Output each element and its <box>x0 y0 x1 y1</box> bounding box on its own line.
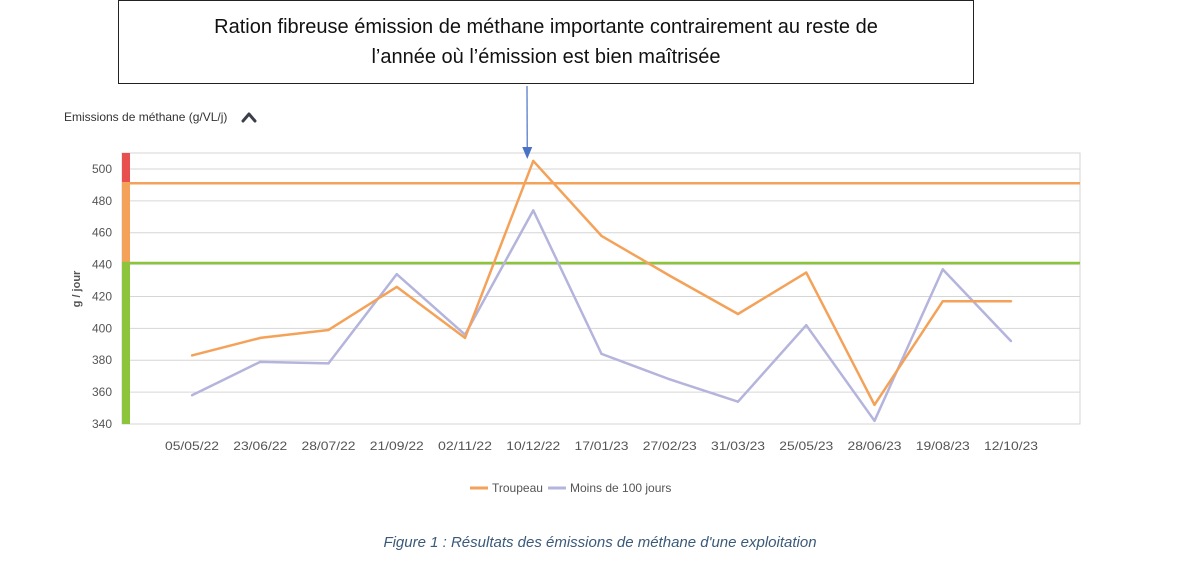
x-tick-label: 05/05/22 <box>165 439 219 453</box>
chart-title: Emissions de méthane (g/VL/j) <box>64 110 228 124</box>
y-tick-label: 420 <box>92 289 112 303</box>
x-tick-label: 25/05/23 <box>779 439 833 453</box>
x-tick-label: 17/01/23 <box>575 439 629 453</box>
legend-item-moins-100-jours[interactable]: Moins de 100 jours <box>548 481 671 495</box>
legend-label: Troupeau <box>492 481 543 495</box>
data-point-troupeau <box>873 403 876 407</box>
legend-item-troupeau[interactable]: Troupeau <box>470 481 543 495</box>
chart-legend: Troupeau Moins de 100 jours <box>470 481 671 495</box>
data-point-troupeau <box>941 300 944 303</box>
data-point-moins-100-jours <box>1009 339 1013 343</box>
x-tick-label: 19/08/23 <box>916 439 970 453</box>
data-point-troupeau <box>668 274 671 277</box>
data-point-troupeau <box>327 328 330 332</box>
y-tick-label: 360 <box>92 385 112 399</box>
x-tick-label: 28/07/22 <box>302 439 356 453</box>
data-point-moins-100-jours <box>736 400 740 403</box>
callout-arrow-head <box>522 146 533 159</box>
data-point-moins-100-jours <box>327 362 330 365</box>
series-line-moins-100-jours <box>191 209 1012 423</box>
data-point-troupeau <box>463 336 467 340</box>
data-point-moins-100-jours <box>873 419 876 423</box>
data-point-troupeau <box>1009 300 1013 303</box>
y-tick-label: 480 <box>92 194 112 208</box>
data-point-moins-100-jours <box>600 352 603 356</box>
data-point-moins-100-jours <box>941 268 944 271</box>
data-point-troupeau <box>532 159 535 163</box>
zone-bar-red <box>122 153 130 184</box>
x-tick-label: 10/12/22 <box>506 439 560 453</box>
x-tick-label: 21/09/22 <box>370 439 424 453</box>
y-tick-label: 400 <box>92 321 112 335</box>
chevron-up-icon[interactable] <box>241 111 257 123</box>
x-tick-label: 28/06/23 <box>848 439 902 453</box>
x-tick-label: 31/03/23 <box>711 439 765 453</box>
data-point-moins-100-jours <box>259 360 262 364</box>
callout-line-2: l’année où l’émission est bien maîtrisée <box>371 46 721 68</box>
legend-label: Moins de 100 jours <box>570 481 671 495</box>
data-point-moins-100-jours <box>532 209 535 212</box>
data-point-moins-100-jours <box>668 378 671 381</box>
callout-line-1: Ration fibreuse émission de méthane impo… <box>214 16 878 38</box>
data-point-moins-100-jours <box>805 323 808 327</box>
data-point-moins-100-jours <box>190 394 194 397</box>
y-tick-label: 500 <box>92 162 112 176</box>
y-tick-label: 440 <box>92 258 112 272</box>
data-point-troupeau <box>190 354 194 357</box>
zone-bar-green <box>122 262 130 424</box>
series-line-troupeau <box>191 159 1011 407</box>
zone-bar-orange <box>122 183 130 263</box>
y-tick-label: 340 <box>92 417 112 431</box>
data-point-troupeau <box>805 271 808 274</box>
data-point-troupeau <box>395 285 398 289</box>
x-tick-label: 12/10/23 <box>984 439 1038 453</box>
y-tick-label: 460 <box>92 226 112 240</box>
annotation-callout-box: Ration fibreuse émission de méthane impo… <box>118 0 974 84</box>
chart-header: Emissions de méthane (g/VL/j) <box>64 110 257 124</box>
x-tick-label: 27/02/23 <box>643 439 697 453</box>
plot-frame <box>121 152 1081 425</box>
x-tick-label: 23/06/22 <box>233 439 287 453</box>
x-tick-label: 02/11/22 <box>438 439 492 453</box>
data-point-troupeau <box>259 336 262 340</box>
data-point-troupeau <box>600 234 603 238</box>
y-axis-label: g / jour <box>71 270 83 307</box>
data-point-troupeau <box>736 312 740 316</box>
y-tick-label: 380 <box>92 353 112 367</box>
figure-caption: Figure 1 : Résultats des émissions de mé… <box>383 534 817 551</box>
data-point-moins-100-jours <box>395 272 398 276</box>
